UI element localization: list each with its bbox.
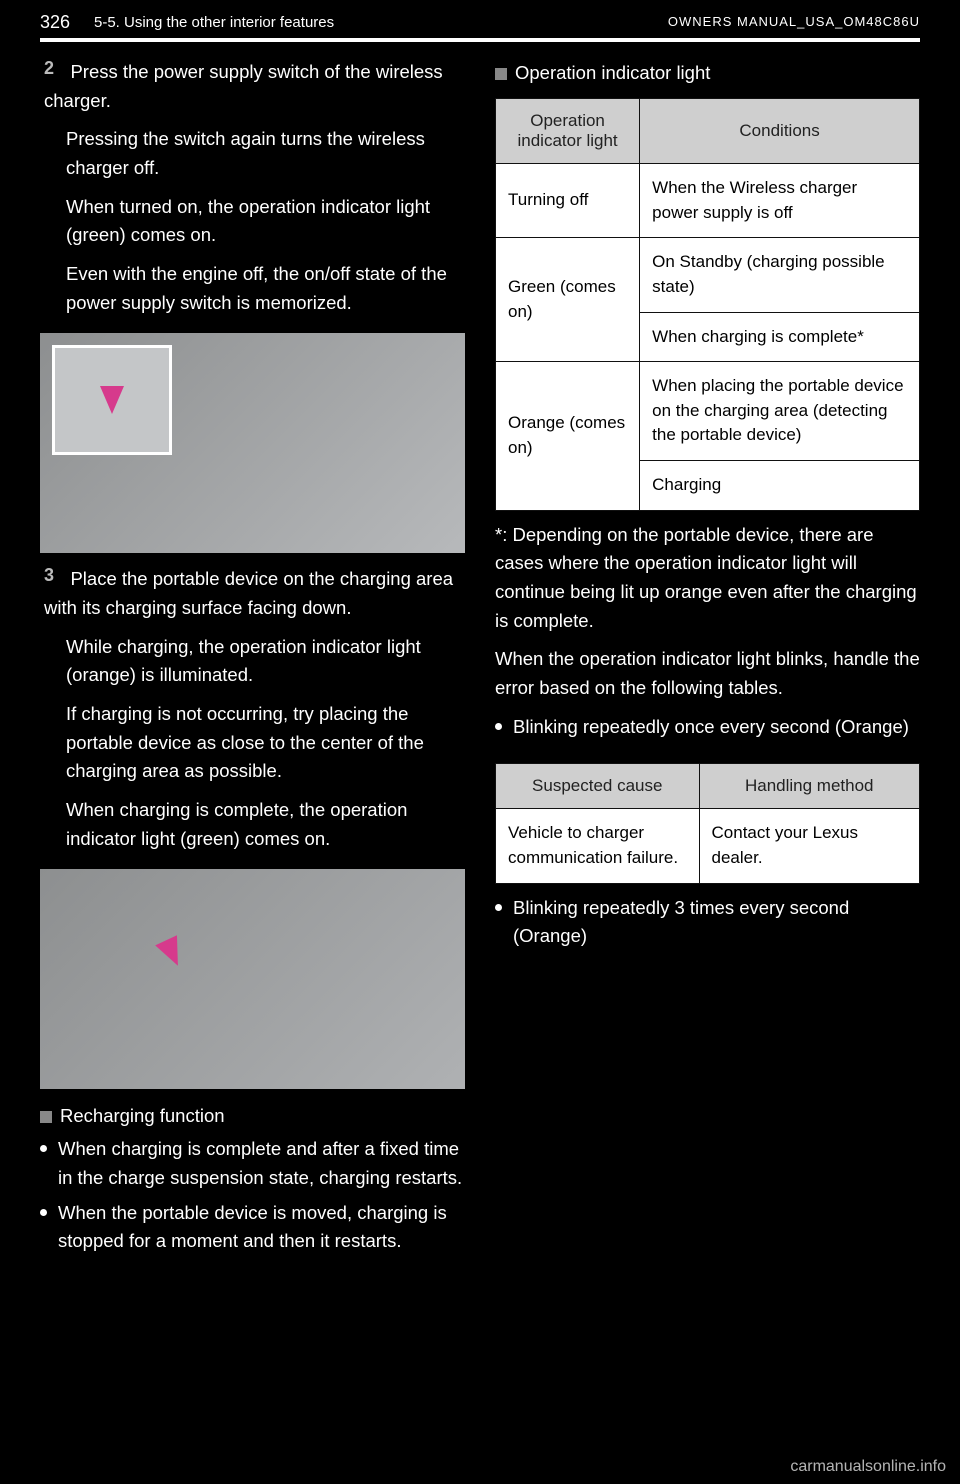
table2-col2: Handling method: [699, 764, 919, 809]
step-2-sub2: When turned on, the operation indicator …: [66, 193, 465, 250]
table1-r4c2: When placing the portable device on the …: [640, 362, 920, 461]
table1-r5c2: Charging: [640, 461, 920, 511]
recharge-bullets: When charging is complete and after a fi…: [40, 1135, 465, 1262]
step-2-text: Press the power supply switch of the wir…: [44, 61, 443, 111]
indicator-light-table: Operation indicator light Conditions Tur…: [495, 98, 920, 511]
arrow-icon: [100, 386, 124, 414]
error-sub1-block: Blinking repeatedly once every second (O…: [495, 713, 920, 748]
error-intro: When the operation indicator light blink…: [495, 645, 920, 702]
square-bullet-icon: [40, 1111, 52, 1123]
table1-r3c2-text: When charging is complete*: [652, 327, 864, 346]
table2-r1c1: Vehicle to charger communication failure…: [496, 809, 700, 883]
recharge-heading-label: Recharging function: [60, 1105, 225, 1126]
page-number: 326: [40, 12, 70, 33]
step-3: 3 Place the portable device on the charg…: [40, 565, 465, 622]
header-rule: [40, 38, 920, 42]
recharge-bullet-2: When the portable device is moved, charg…: [40, 1199, 465, 1256]
table1-col1: Operation indicator light: [496, 99, 640, 164]
indicator-light-label: Operation indicator light: [515, 62, 710, 83]
table1-r1c2: When the Wireless charger power supply i…: [640, 164, 920, 238]
step-3-sub1: While charging, the operation indicator …: [66, 633, 465, 690]
error-sub1: Blinking repeatedly once every second (O…: [495, 713, 920, 742]
table1-r2c2: On Standby (charging possible state): [640, 238, 920, 312]
arrow-icon: [155, 936, 189, 972]
table1-r2c1: Green (comes on): [496, 238, 640, 362]
step-3-text: Place the portable device on the chargin…: [44, 568, 453, 618]
square-bullet-icon: [495, 68, 507, 80]
footnote: *: Depending on the portable device, the…: [495, 521, 920, 636]
right-column: Operation indicator light Operation indi…: [495, 58, 920, 1474]
indicator-light-heading: Operation indicator light: [495, 62, 920, 84]
step-2: 2 Press the power supply switch of the w…: [40, 58, 465, 115]
left-column: 2 Press the power supply switch of the w…: [40, 58, 465, 1474]
step-2-sub1: Pressing the switch again turns the wire…: [66, 125, 465, 182]
figure-place-device: [40, 869, 465, 1089]
figure-power-switch: [40, 333, 465, 553]
table2-r1c2: Contact your Lexus dealer.: [699, 809, 919, 883]
step-3-sub2: If charging is not occurring, try placin…: [66, 700, 465, 786]
step-2-number: 2: [44, 58, 66, 79]
recharge-heading: Recharging function: [40, 1105, 465, 1127]
table1-r3c2: When charging is complete*: [640, 312, 920, 362]
error-sub2-block: Blinking repeatedly 3 times every second…: [495, 894, 920, 957]
error-table-1: Suspected cause Handling method Vehicle …: [495, 763, 920, 883]
recharge-bullet-1: When charging is complete and after a fi…: [40, 1135, 465, 1192]
table1-r1c1: Turning off: [496, 164, 640, 238]
table1-r4c1: Orange (comes on): [496, 362, 640, 511]
error-sub2: Blinking repeatedly 3 times every second…: [495, 894, 920, 951]
manual-code: Owners Manual_USA_OM48C86U: [668, 14, 920, 29]
watermark: carmanualsonline.info: [790, 1458, 946, 1476]
step-2-sub3: Even with the engine off, the on/off sta…: [66, 260, 465, 317]
section-title: 5-5. Using the other interior features: [94, 14, 334, 31]
table1-col2: Conditions: [640, 99, 920, 164]
figure-power-switch-inset: [52, 345, 172, 455]
step-3-sub3: When charging is complete, the operation…: [66, 796, 465, 853]
step-3-number: 3: [44, 565, 66, 586]
table2-col1: Suspected cause: [496, 764, 700, 809]
